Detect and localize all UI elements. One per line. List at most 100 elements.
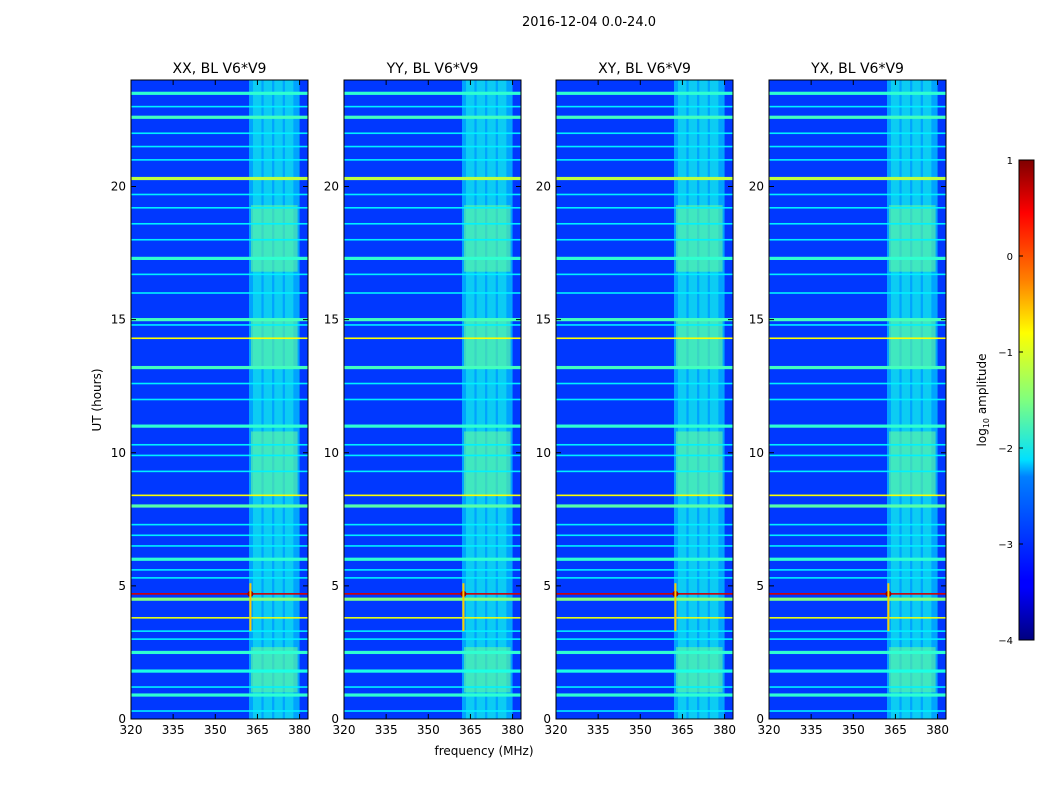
rfi-row-strong (556, 617, 733, 619)
rfi-row-weak (556, 159, 733, 161)
x-tick-label: 380 (501, 723, 524, 737)
rfi-row-weak (556, 545, 733, 547)
rfi-row-weak (769, 470, 946, 473)
rfi-row-weak (556, 222, 733, 225)
rfi-row-strong (344, 669, 521, 673)
rfi-burst-block (251, 431, 298, 496)
rfi-row-weak (769, 569, 946, 571)
rfi-row-strong (131, 494, 308, 497)
rfi-row-weak (769, 443, 946, 446)
rfi-burst-block (251, 319, 298, 368)
rfi-row-strong (769, 504, 946, 508)
rfi-row-weak (131, 398, 308, 401)
y-tick-label: 20 (324, 180, 339, 194)
rfi-row-strong (344, 557, 521, 561)
x-tick-label: 350 (842, 723, 865, 737)
rfi-row-weak (344, 105, 521, 108)
rfi-row-weak (131, 638, 308, 640)
x-axis-label: frequency (MHz) (434, 744, 533, 758)
colorbar-gradient (1018, 159, 1035, 641)
rfi-row-strong (131, 91, 308, 95)
rfi-row-weak (131, 273, 308, 276)
rfi-row-weak (769, 273, 946, 276)
rfi-row-strong (344, 337, 521, 340)
y-tick-label: 0 (543, 712, 551, 726)
rfi-row-strong (556, 693, 733, 697)
rfi-row-strong (769, 365, 946, 370)
rfi-row-weak (344, 273, 521, 276)
rfi-row-weak (556, 710, 733, 712)
rfi-row-strong (344, 494, 521, 497)
rfi-row-strong (344, 424, 521, 428)
rfi-row-weak (131, 545, 308, 547)
panel-frame (768, 79, 947, 720)
x-tick-label: 335 (587, 723, 610, 737)
rfi-row-strong (131, 115, 308, 119)
rfi-row-weak (344, 238, 521, 241)
y-tick-label: 10 (536, 446, 551, 460)
y-tick-label: 15 (536, 313, 551, 327)
x-tick-label: 320 (120, 723, 143, 737)
rfi-row-strong (344, 91, 521, 95)
rfi-row-strong (344, 617, 521, 619)
y-tick-label: 0 (118, 712, 126, 726)
x-tick-label: 320 (545, 723, 568, 737)
rfi-row-strong (131, 593, 308, 595)
panel-frame (555, 79, 734, 720)
rfi-row-strong (131, 337, 308, 340)
rfi-row-weak (769, 710, 946, 712)
rfi-row-strong (769, 424, 946, 428)
rfi-row-strong (769, 557, 946, 561)
rfi-row-weak (556, 382, 733, 385)
rfi-row-strong (131, 557, 308, 561)
y-tick-label: 5 (331, 579, 339, 593)
rfi-row-weak (556, 273, 733, 276)
rfi-row-strong (769, 337, 946, 340)
rfi-row-weak (131, 105, 308, 108)
y-tick-label: 10 (749, 446, 764, 460)
x-tick-label: 365 (671, 723, 694, 737)
rfi-row-strong (556, 115, 733, 119)
rfi-row-weak (344, 443, 521, 446)
peak-spike (887, 583, 890, 632)
rfi-row-strong (556, 494, 733, 497)
rfi-row-weak (769, 238, 946, 241)
rfi-row-strong (344, 693, 521, 697)
rfi-row-weak (344, 292, 521, 294)
rfi-row-strong (769, 593, 946, 595)
rfi-row-weak (769, 132, 946, 135)
rfi-row-weak (769, 638, 946, 640)
rfi-burst-block (464, 319, 511, 368)
rfi-row-strong (769, 494, 946, 497)
rfi-row-weak (344, 638, 521, 640)
rfi-row-weak (344, 398, 521, 401)
colorbar-tick-label: −1 (998, 348, 1013, 359)
rfi-row-weak (556, 523, 733, 526)
rfi-row-weak (131, 454, 308, 457)
rfi-row-strong (556, 669, 733, 673)
rfi-row-strong (131, 176, 308, 181)
rfi-row-weak (131, 324, 308, 326)
rfi-row-weak (131, 443, 308, 446)
rfi-row-weak (769, 534, 946, 537)
panel-4: YX, BL V6*V9 320 335 350 365 380 0 5 10 15 20 (749, 61, 949, 737)
rfi-row-weak (131, 523, 308, 526)
y-tick-label: 20 (111, 180, 126, 194)
y-tick-label: 5 (118, 579, 126, 593)
rfi-row-weak (131, 207, 308, 209)
rfi-row-weak (556, 132, 733, 135)
x-tick-label: 350 (417, 723, 440, 737)
rfi-row-strong (131, 650, 308, 655)
rfi-row-weak (131, 238, 308, 241)
y-tick-label: 20 (536, 180, 551, 194)
rfi-row-weak (131, 159, 308, 161)
rfi-row-weak (769, 545, 946, 547)
rfi-row-weak (131, 534, 308, 537)
rfi-row-strong (556, 91, 733, 95)
x-tick-label: 380 (926, 723, 949, 737)
rfi-row-strong (131, 597, 308, 601)
rfi-row-strong (131, 669, 308, 673)
rfi-row-weak (131, 569, 308, 571)
rfi-row-weak (769, 398, 946, 401)
